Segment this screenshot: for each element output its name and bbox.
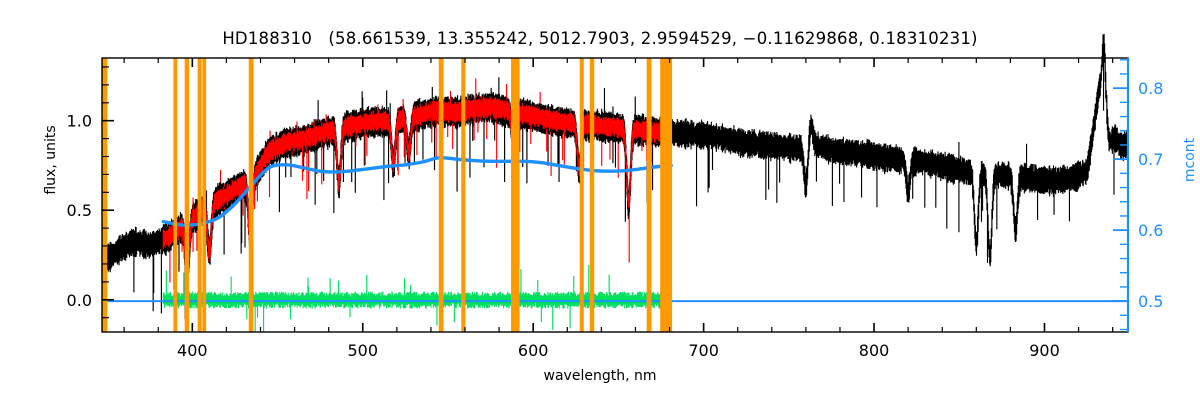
tick-label: 700 <box>688 341 719 360</box>
tick-label: 0.8 <box>1138 79 1163 98</box>
masked-region-bar[interactable] <box>438 58 444 332</box>
tick-label: 0.7 <box>1138 150 1163 169</box>
masked-region-bar[interactable] <box>461 58 466 332</box>
tick-label: 800 <box>859 341 890 360</box>
masked-region-bar[interactable] <box>101 58 108 332</box>
masked-region-bar[interactable] <box>202 58 207 332</box>
masked-region-bar[interactable] <box>646 58 652 332</box>
tick-label: 1.0 <box>67 112 92 131</box>
y-axis-label-left: flux, units <box>43 125 59 195</box>
masked-region-bar[interactable] <box>197 58 202 332</box>
tick-label: 0.5 <box>67 201 92 220</box>
model-spectrum-overlay <box>162 91 672 286</box>
masked-region-bar[interactable] <box>511 58 520 332</box>
masked-region-bar[interactable] <box>173 58 178 332</box>
page-title: HD188310 (58.661539, 13.355242, 5012.790… <box>222 29 978 48</box>
masked-region-bar[interactable] <box>184 58 190 332</box>
masked-region-bar[interactable] <box>589 58 595 332</box>
tick-label: 0.5 <box>1138 292 1163 311</box>
tick-label: 900 <box>1029 341 1060 360</box>
masked-region-bar[interactable] <box>660 58 673 332</box>
tick-label: 0.0 <box>67 291 92 310</box>
x-axis-label: wavelength, nm <box>543 368 657 384</box>
tick-label: 400 <box>177 341 208 360</box>
masked-region-bar[interactable] <box>579 58 584 332</box>
y-axis-label-right: mcont <box>1182 137 1198 183</box>
tick-label: 500 <box>347 341 378 360</box>
residuals-trace <box>162 265 672 333</box>
tick-label: 0.6 <box>1138 221 1163 240</box>
masked-region-bar[interactable] <box>248 58 254 332</box>
tick-label: 600 <box>518 341 549 360</box>
